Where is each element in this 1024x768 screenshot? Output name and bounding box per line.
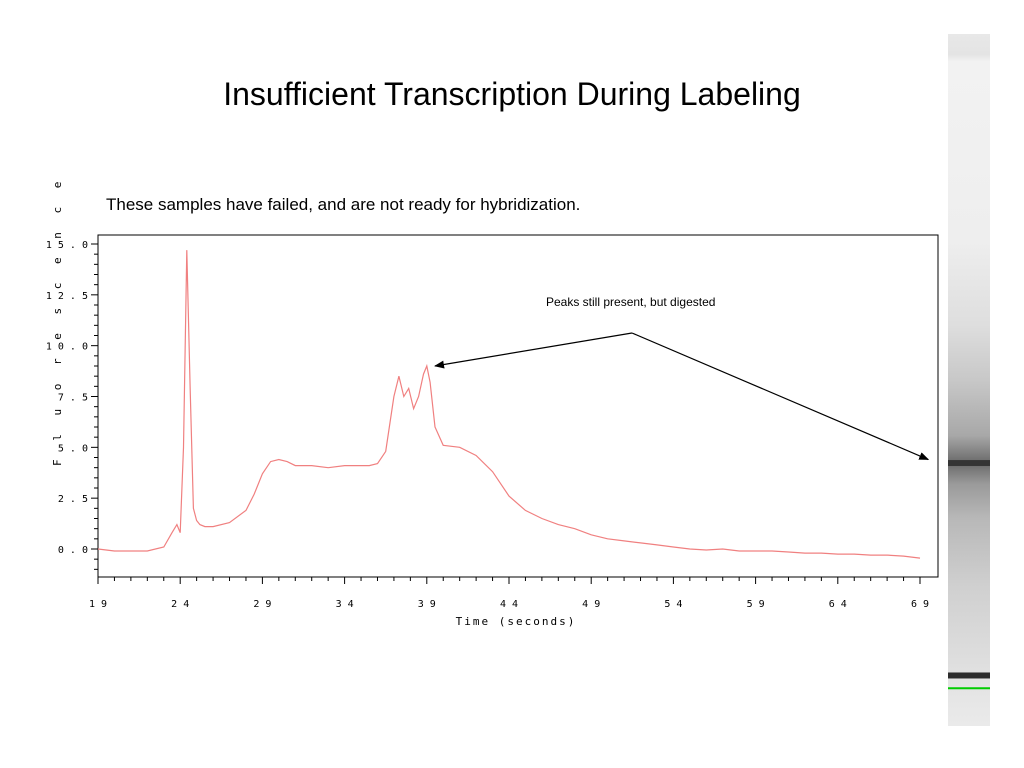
- gel-lane-image: [948, 34, 990, 726]
- x-tick-label: 5 9: [747, 599, 765, 610]
- y-axis: 0 . 0 2 . 5 5 . 0 7 . 5 1 0 . 0 1 2 . 5 1 5 . …: [46, 176, 98, 570]
- annotation-layer: Peaks still present, but digested: [434, 295, 930, 461]
- y-tick-label: 1 0 . 0: [46, 342, 88, 353]
- x-tick-label: 3 4: [336, 599, 354, 610]
- x-tick-label: 3 9: [418, 599, 436, 610]
- x-axis-title: Time (seconds): [456, 615, 577, 628]
- x-tick-label: 2 9: [253, 599, 271, 610]
- x-tick-label: 2 4: [171, 599, 189, 610]
- annotation-label: Peaks still present, but digested: [546, 295, 715, 309]
- y-tick-label: 1 5 . 0: [46, 240, 88, 251]
- series-layer: [97, 250, 921, 559]
- gel-band: [948, 460, 990, 467]
- plot-frame: [97, 234, 939, 578]
- gel-marker-line: [948, 687, 990, 690]
- x-tick-label: 4 4: [500, 599, 518, 610]
- slide-subtitle: These samples have failed, and are not r…: [106, 195, 581, 214]
- x-axis: 1 9 2 4 2 9 3 4 3 9 4 4 4 9 5 4 5 9 6 4 6 9 Time (s…: [89, 577, 929, 628]
- y-axis-title: F l u o r e s c e n c e: [51, 176, 64, 466]
- y-tick-label: 7 . 5: [58, 393, 88, 404]
- gel-band: [948, 672, 990, 679]
- x-tick-label: 5 4: [664, 599, 682, 610]
- plot-border: [97, 234, 939, 578]
- x-tick-label: 1 9: [89, 599, 107, 610]
- annotation-arrow: [434, 332, 633, 369]
- slide-title: Insufficient Transcription During Labeli…: [223, 76, 801, 112]
- y-tick-label: 2 . 5: [58, 494, 88, 505]
- gel-background: [948, 34, 990, 726]
- annotation-arrow: [631, 332, 930, 461]
- x-tick-label: 6 4: [829, 599, 847, 610]
- y-tick-label: 1 2 . 5: [46, 291, 88, 302]
- fluorescence-trace: [97, 250, 921, 559]
- x-tick-label: 4 9: [582, 599, 600, 610]
- x-tick-label: 6 9: [911, 599, 929, 610]
- y-tick-label: 5 . 0: [58, 443, 88, 454]
- y-tick-label: 0 . 0: [58, 545, 88, 556]
